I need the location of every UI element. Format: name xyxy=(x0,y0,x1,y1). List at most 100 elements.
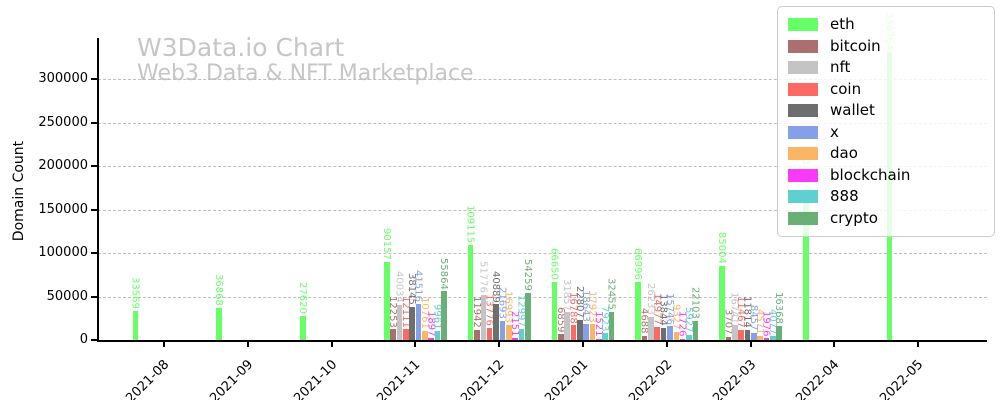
bar-eth-2022-01 xyxy=(551,282,558,340)
bar-value-label-nft-2022-03: 16741 xyxy=(728,291,740,324)
bar-x-2021-12 xyxy=(499,321,506,340)
legend-label-coin: coin xyxy=(830,79,862,98)
bar-value-label-dao-2021-11: 10761 xyxy=(418,296,430,329)
y-tick-label: 200000 xyxy=(38,158,88,174)
bar-dao-2022-02 xyxy=(673,331,680,340)
bar-eth-2022-04 xyxy=(803,198,809,340)
legend-label-x: x xyxy=(830,122,839,141)
y-tick-label: 150000 xyxy=(38,201,88,217)
x-tick-mark xyxy=(414,342,417,347)
bar-value-label-crypto-2021-12: 54259 xyxy=(521,259,533,291)
bar-eth-2021-12 xyxy=(467,245,474,340)
bar-bitcoin-2022-01 xyxy=(557,334,564,340)
bar-value-label-crypto-2022-02: 22103 xyxy=(689,286,701,319)
bar-value-label-coin-2021-12: 13776 xyxy=(483,294,495,327)
bar-crypto-2022-03 xyxy=(776,325,782,340)
legend-item-wallet: wallet xyxy=(788,100,984,122)
bar-wallet-2021-12 xyxy=(493,304,499,340)
legend-label-bitcoin: bitcoin xyxy=(830,36,881,55)
gridline-200000 xyxy=(98,166,987,168)
bar-value-label-nft-2021-12: 51776 xyxy=(477,261,489,293)
gridline-50000 xyxy=(98,296,987,298)
legend-item-888: 888 xyxy=(788,186,984,208)
bar-value-label-x-2022-02: 15746 xyxy=(663,292,675,325)
bar-x-2022-03 xyxy=(750,332,757,340)
bar-value-label-crypto-2022-01: 32455 xyxy=(605,277,617,310)
bar-value-label-x-2021-12: 21693 xyxy=(496,287,508,320)
legend-swatch-bitcoin xyxy=(788,39,818,53)
bar-value-label-x-2022-01: 18643 xyxy=(580,289,592,322)
bar-dao-2021-12 xyxy=(505,325,512,340)
y-tick-label: 300000 xyxy=(38,71,88,87)
bar-value-label-wallet-2021-11: 38145 xyxy=(406,273,418,305)
gridline-100000 xyxy=(98,253,987,255)
legend-label-blockchain: blockchain xyxy=(830,165,911,184)
bar-crypto-2022-01 xyxy=(608,311,615,340)
bar-value-label-eth-2021-11: 90157 xyxy=(380,227,392,260)
x-tick-mark xyxy=(749,342,752,347)
bar-nft-2022-02 xyxy=(648,317,654,340)
bar-nft-2021-11 xyxy=(396,305,403,340)
x-tick-label: 2021-08 xyxy=(123,357,173,400)
bar-coin-2022-01 xyxy=(570,325,577,340)
bar-value-label-888-2021-12: 12997 xyxy=(515,294,527,327)
legend-swatch-dao xyxy=(788,147,818,161)
bar-wallet-2022-02 xyxy=(660,327,667,340)
bar-value-label-bitcoin-2021-11: 12253 xyxy=(387,295,399,328)
bar-value-label-coin-2022-01: 16788 xyxy=(567,291,579,324)
x-tick-mark xyxy=(833,342,836,347)
bar-blockchain-2021-12 xyxy=(512,338,518,340)
bar-blockchain-2021-11 xyxy=(428,338,435,340)
bar-value-label-bitcoin-2021-12: 11942 xyxy=(470,295,482,328)
bar-value-label-blockchain-2022-02: 1726 xyxy=(676,311,688,337)
chart-title: W3Data.io Chart xyxy=(137,33,345,62)
bar-value-label-888-2021-11: 9961 xyxy=(431,303,443,330)
bar-dao-2022-03 xyxy=(757,336,763,340)
bar-value-label-wallet-2021-12: 40889 xyxy=(490,270,502,303)
bar-coin-2021-12 xyxy=(486,328,493,340)
bar-888-2022-02 xyxy=(686,334,692,340)
gridline-250000 xyxy=(98,122,987,124)
bar-blockchain-2022-01 xyxy=(596,338,602,340)
bar-888-2022-03 xyxy=(770,336,776,340)
bar-value-label-dao-2021-12: 16993 xyxy=(502,291,514,324)
bar-value-label-nft-2022-01: 31857 xyxy=(561,278,573,311)
legend-item-eth: eth xyxy=(788,14,984,36)
x-tick-mark xyxy=(246,342,249,347)
x-tick-label: 2022-02 xyxy=(626,357,676,400)
bar-value-label-nft-2022-02: 26233 xyxy=(644,283,656,316)
y-tick-mark xyxy=(91,339,97,341)
chart-subtitle: Web3 Data & NFT Marketplace xyxy=(137,61,474,86)
bar-value-label-dao-2022-02: 9327 xyxy=(670,304,682,330)
legend-item-bitcoin: bitcoin xyxy=(788,36,984,58)
bar-wallet-2021-11 xyxy=(409,306,416,340)
bar-blockchain-2022-03 xyxy=(763,338,770,340)
bar-value-label-blockchain-2021-12: 2151 xyxy=(509,310,521,337)
bar-eth-2021-09 xyxy=(216,307,223,340)
bar-value-label-bitcoin-2022-02: 4688 xyxy=(638,308,650,334)
bar-value-label-x-2022-03: 8457 xyxy=(747,305,759,331)
bar-crypto-2022-02 xyxy=(692,320,699,340)
bar-value-label-wallet-2022-01: 22807 xyxy=(573,286,585,319)
bar-x-2022-02 xyxy=(667,326,673,340)
legend-item-nft: nft xyxy=(788,57,984,79)
bar-value-label-eth-2022-02: 66996 xyxy=(632,247,644,280)
legend-swatch-crypto xyxy=(788,211,818,225)
bar-crypto-2021-11 xyxy=(441,291,447,340)
gridline-300000 xyxy=(98,79,987,81)
legend-swatch-nft xyxy=(788,61,818,75)
bar-value-label-eth-2022-01: 66650 xyxy=(548,248,560,281)
bar-value-label-eth-2021-09: 36868 xyxy=(213,274,225,306)
bar-dao-2022-01 xyxy=(589,324,596,340)
bar-nft-2022-01 xyxy=(564,312,570,340)
bar-value-label-nft-2021-11: 40034 xyxy=(393,271,405,304)
bar-coin-2021-11 xyxy=(403,329,409,340)
bar-value-label-coin-2021-11: 12111 xyxy=(399,295,411,328)
bar-eth-2021-11 xyxy=(384,261,390,340)
bar-value-label-dao-2022-01: 17923 xyxy=(586,290,598,323)
y-tick-mark xyxy=(91,208,97,211)
bar-value-label-eth-2022-03: 85004 xyxy=(716,232,728,265)
legend-swatch-coin xyxy=(788,82,818,96)
bar-coin-2022-03 xyxy=(738,330,744,340)
